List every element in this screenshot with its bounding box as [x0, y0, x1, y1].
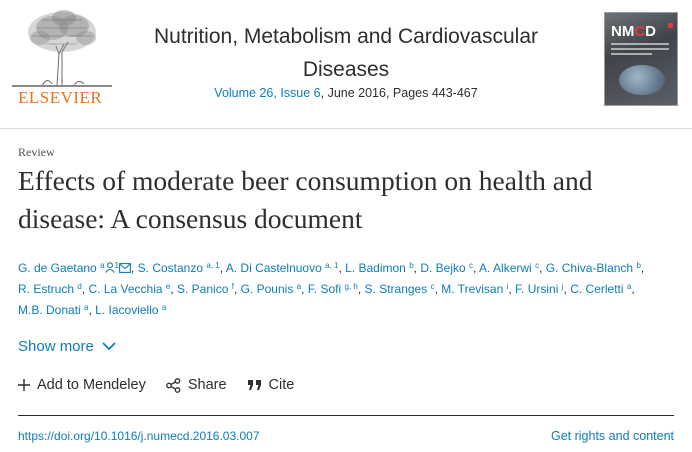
author-affiliation-ref: b	[636, 261, 641, 270]
show-more-button[interactable]: Show more	[18, 338, 116, 355]
author-link[interactable]: F. Ursini j	[515, 282, 563, 296]
cover-graphic	[619, 65, 665, 95]
author-name: G. Pounis	[240, 282, 294, 296]
author-link[interactable]: S. Stranges c	[365, 282, 435, 296]
author-name: M. Trevisan	[441, 282, 504, 296]
author-name: L. Iacoviello	[95, 303, 159, 317]
author-affiliation-ref: j	[561, 282, 564, 291]
author-affiliation-ref: a	[626, 282, 632, 291]
author-link[interactable]: C. Cerletti a	[570, 282, 631, 296]
author-affiliation-ref: a	[100, 261, 105, 270]
cite-button[interactable]: Cite	[247, 377, 295, 393]
author-link[interactable]: R. Estruch d	[18, 282, 82, 296]
author-link[interactable]: L. Iacoviello a	[95, 303, 166, 317]
mendeley-label: Add to Mendeley	[37, 377, 146, 393]
author-affiliation-ref: b	[409, 261, 414, 270]
author-affiliation-ref: a, 1	[325, 261, 339, 270]
share-icon	[165, 377, 181, 393]
article-type: Review	[18, 145, 55, 159]
author-affiliation-ref: i	[506, 282, 509, 291]
author-note-ref: 1	[114, 261, 119, 270]
footer-divider	[18, 415, 674, 416]
envelope-icon[interactable]	[119, 263, 131, 273]
author-affiliation-ref: c	[469, 261, 474, 270]
author-affiliation-ref: c	[535, 261, 540, 270]
author-name: S. Costanzo	[137, 261, 204, 275]
elsevier-tree-logo[interactable]	[12, 6, 112, 108]
quote-icon	[247, 380, 261, 390]
issue-date-pages: , June 2016, Pages 443-467	[320, 86, 478, 100]
author-name: S. Panico	[177, 282, 229, 296]
author-name: A. Di Castelnuovo	[225, 261, 322, 275]
doi-link[interactable]: https://doi.org/10.1016/j.numecd.2016.03…	[18, 429, 260, 443]
author-name: C. La Vecchia	[88, 282, 163, 296]
share-button[interactable]: Share	[165, 377, 227, 393]
author-name: D. Bejko	[420, 261, 466, 275]
author-name: A. Alkerwi	[479, 261, 532, 275]
journal-title-link[interactable]: Nutrition, Metabolism and Cardiovascular…	[154, 25, 538, 81]
author-affiliation-ref: d	[77, 282, 82, 291]
chevron-down-icon	[102, 342, 116, 351]
journal-cover-image[interactable]: NMCD	[604, 12, 678, 106]
author-name: G. Chiva-Blanch	[545, 261, 634, 275]
author-link[interactable]: F. Sofi g, h	[308, 282, 358, 296]
author-link[interactable]: D. Bejko c	[420, 261, 473, 275]
author-link[interactable]: S. Costanzo a, 1	[138, 261, 220, 275]
author-link[interactable]: A. Alkerwi c	[479, 261, 539, 275]
plus-icon	[18, 379, 30, 391]
author-link[interactable]: A. Di Castelnuovo a, 1	[226, 261, 339, 275]
author-link[interactable]: M.B. Donati a	[18, 303, 89, 317]
author-affiliation-ref: e	[165, 282, 171, 291]
author-name: F. Sofi	[307, 282, 342, 296]
issue-info: Volume 26, Issue 6, June 2016, Pages 443…	[130, 86, 562, 100]
author-name: C. Cerletti	[570, 282, 624, 296]
add-to-mendeley-button[interactable]: Add to Mendeley	[18, 377, 146, 393]
author-name: S. Stranges	[364, 282, 428, 296]
author-link[interactable]: L. Badimon b	[345, 261, 414, 275]
author-affiliation-ref: a	[161, 303, 167, 312]
author-link[interactable]: C. La Vecchia e	[88, 282, 170, 296]
rights-link[interactable]: Get rights and content	[551, 429, 674, 443]
article-title: Effects of moderate beer consumption on …	[18, 165, 593, 234]
cover-abbreviation: NMCD	[611, 23, 657, 40]
author-link[interactable]: S. Panico f	[177, 282, 234, 296]
author-affiliation-ref: c	[430, 282, 435, 291]
cover-mark	[668, 23, 673, 28]
author-link[interactable]: G. Pounis a	[241, 282, 302, 296]
person-icon	[104, 262, 115, 273]
author-affiliation-ref: a	[84, 303, 89, 312]
author-affiliation-ref: a, 1	[206, 261, 220, 270]
author-name: R. Estruch	[18, 282, 75, 296]
article-actions: Add to Mendeley Share Cite	[18, 377, 294, 393]
author-name: L. Badimon	[345, 261, 406, 275]
author-link[interactable]: M. Trevisan i	[441, 282, 508, 296]
show-more-label: Show more	[18, 338, 94, 355]
author-affiliation-ref: a	[296, 282, 302, 291]
cover-text-lines	[611, 43, 669, 58]
author-affiliation-ref: f	[231, 282, 234, 291]
author-affiliation-ref: g, h	[344, 282, 358, 291]
author-name: G. de Gaetano	[18, 261, 97, 275]
publisher-name: ELSEVIER	[18, 88, 103, 107]
author-link[interactable]: G. Chiva-Blanch b	[546, 261, 641, 275]
author-name: F. Ursini	[515, 282, 559, 296]
header-divider	[0, 128, 692, 129]
share-label: Share	[187, 377, 227, 393]
cite-label: Cite	[268, 377, 295, 393]
author-name: M.B. Donati	[18, 303, 81, 317]
volume-issue-link[interactable]: Volume 26, Issue 6	[214, 86, 321, 100]
